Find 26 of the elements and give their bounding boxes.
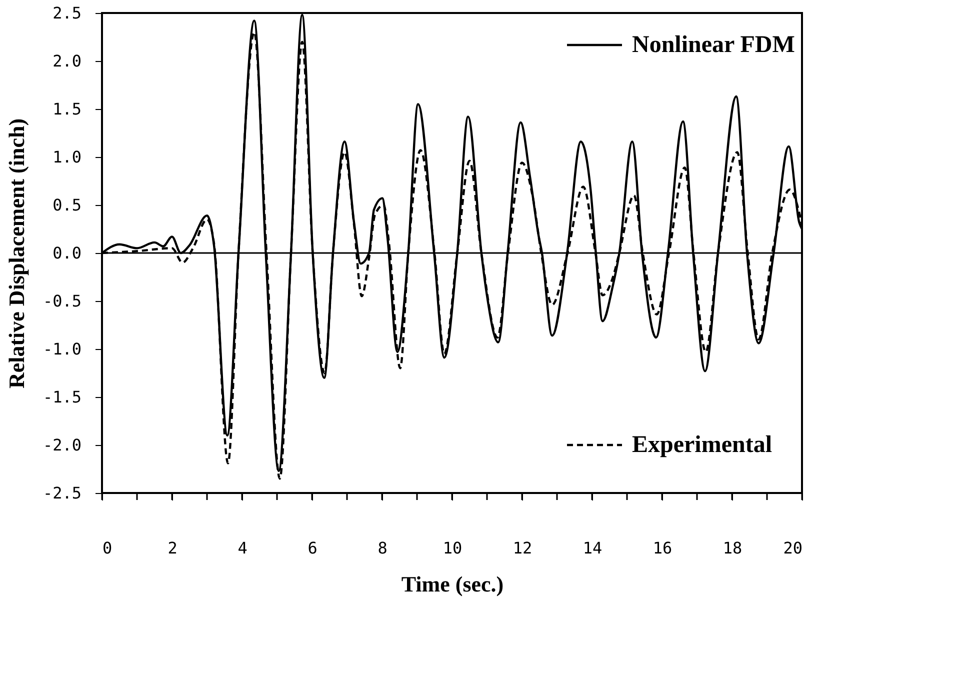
y-tick-label: -2.0 [42, 436, 82, 454]
y-tick-label: 0.5 [52, 196, 82, 214]
x-tick-label: 20 [783, 538, 802, 558]
y-tick-label: -2.5 [42, 484, 82, 502]
x-tick-label: 10 [442, 538, 462, 558]
y-tick-label: -0.5 [42, 292, 82, 310]
legend-label: Nonlinear FDM [632, 32, 795, 58]
x-tick-label: 4 [238, 538, 248, 558]
x-tick-label: 14 [582, 538, 602, 558]
x-axis-title: Time (sec.) [401, 572, 504, 596]
x-tick-label: 18 [722, 538, 742, 558]
y-tick-label: -1.5 [42, 388, 82, 406]
x-tick-label: 16 [652, 538, 672, 558]
legend-label: Experimental [632, 432, 772, 458]
x-tick-label: 8 [378, 538, 388, 558]
y-axis-title: Relative Displacement (inch) [4, 118, 29, 389]
y-tick-label: 1.5 [52, 100, 82, 118]
y-tick-label: 0.0 [52, 244, 82, 262]
x-tick-label: 12 [512, 538, 532, 558]
y-tick-label: -1.0 [42, 340, 82, 358]
y-tick-label: 1.0 [52, 148, 82, 166]
x-tick-label: 0 [102, 538, 112, 558]
y-tick-label: 2.0 [52, 52, 82, 70]
x-tick-label: 2 [168, 538, 178, 558]
x-tick-label: 6 [308, 538, 318, 558]
y-tick-label: 2.5 [52, 4, 82, 22]
